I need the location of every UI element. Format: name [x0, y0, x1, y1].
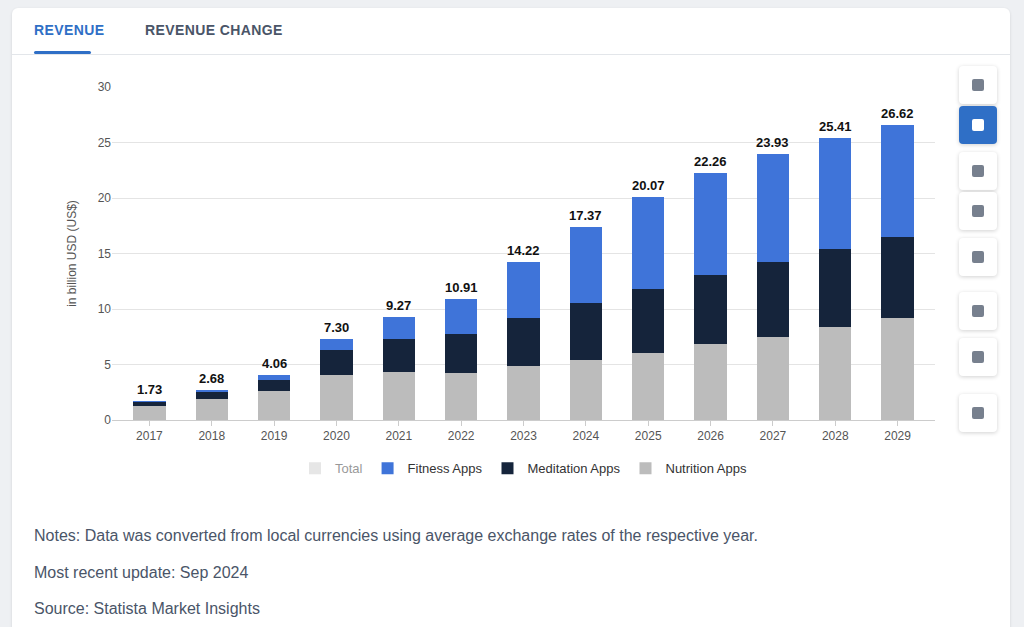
svg-text:2019: 2019: [261, 429, 288, 443]
svg-text:Fitness Apps: Fitness Apps: [408, 461, 483, 476]
html-text:Most recent update: Sep 2024: Most recent update: Sep 2024: [34, 563, 249, 581]
svg-text:1.73: 1.73: [137, 382, 162, 397]
svg-text:22.26: 22.26: [694, 154, 727, 169]
svg-text:14.22: 14.22: [507, 243, 540, 258]
svg-text:23.93: 23.93: [756, 135, 789, 150]
svg-text:7.30: 7.30: [324, 320, 349, 335]
svg-text:2027: 2027: [760, 429, 787, 443]
svg-text:2023: 2023: [510, 429, 537, 443]
svg-text:2029: 2029: [884, 429, 911, 443]
html-text:REVENUE CHANGE: REVENUE CHANGE: [145, 22, 283, 38]
svg-text:Total: Total: [335, 461, 363, 476]
svg-text:2018: 2018: [198, 429, 225, 443]
svg-text:2020: 2020: [323, 429, 350, 443]
svg-text:25.41: 25.41: [819, 119, 852, 134]
svg-text:5: 5: [104, 358, 111, 372]
html-text:REVENUE: REVENUE: [34, 22, 105, 38]
svg-text:4.06: 4.06: [262, 356, 287, 371]
svg-text:2.68: 2.68: [199, 371, 224, 386]
svg-text:10.91: 10.91: [445, 280, 478, 295]
svg-text:2024: 2024: [572, 429, 599, 443]
svg-text:Meditation Apps: Meditation Apps: [527, 461, 620, 476]
html-text:Notes: Data was converted from: Notes: Data was converted from local cur…: [34, 527, 758, 544]
svg-text:2022: 2022: [448, 429, 475, 443]
html-text:Source: Statista Market Insigh: Source: Statista Market Insights: [34, 600, 260, 617]
svg-text:30: 30: [98, 80, 112, 94]
svg-text:0: 0: [104, 413, 111, 427]
svg-text:2021: 2021: [385, 429, 412, 443]
svg-text:20.07: 20.07: [632, 178, 665, 193]
svg-text:25: 25: [98, 136, 112, 150]
svg-text:2028: 2028: [822, 429, 849, 443]
svg-text:Nutrition Apps: Nutrition Apps: [666, 461, 747, 476]
svg-text:2026: 2026: [697, 429, 724, 443]
svg-text:in billion USD (US$): in billion USD (US$): [65, 200, 79, 307]
svg-text:17.37: 17.37: [569, 208, 602, 223]
svg-text:15: 15: [98, 247, 112, 261]
svg-text:2025: 2025: [635, 429, 662, 443]
svg-text:9.27: 9.27: [386, 298, 411, 313]
svg-text:20: 20: [98, 191, 112, 205]
svg-text:26.62: 26.62: [881, 106, 914, 121]
svg-text:10: 10: [98, 302, 112, 316]
svg-text:2017: 2017: [136, 429, 163, 443]
